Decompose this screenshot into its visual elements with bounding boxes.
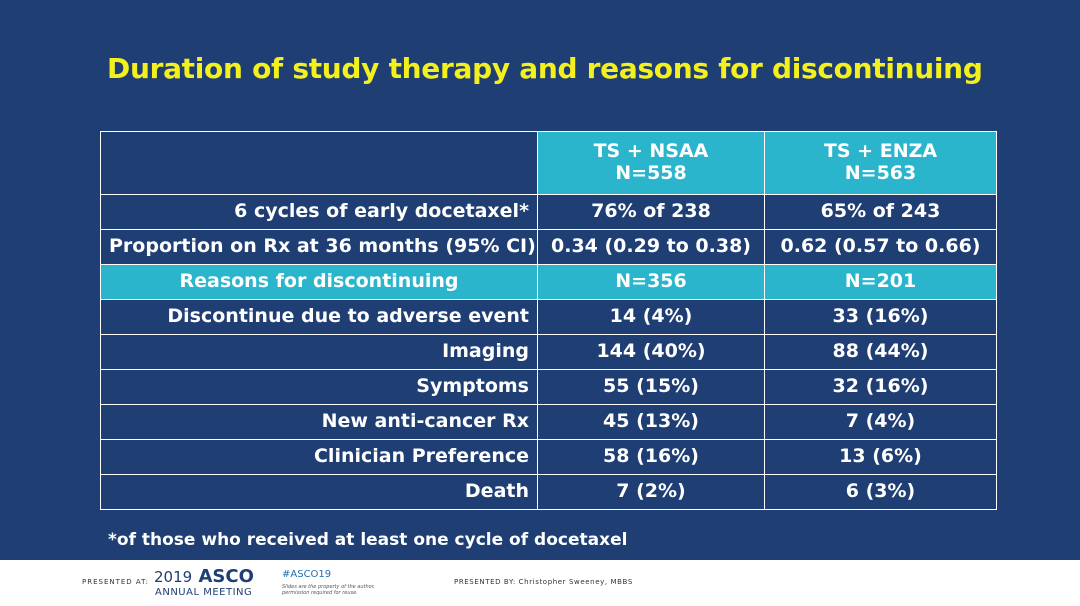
row-value-enza: 88 (44%) [764,334,997,370]
row-label: Imaging [100,334,538,370]
row-label: Clinician Preference [100,439,538,475]
row-value-nsaa: 144 (40%) [537,334,765,370]
header-empty-cell [100,131,538,195]
row-value-enza: 0.62 (0.57 to 0.66) [764,229,997,265]
header-ts-enza: TS + ENZA N=563 [764,131,997,195]
table-row: 6 cycles of early docetaxel* 76% of 238 … [100,194,997,230]
hashtag: #ASCO19 [282,569,332,580]
asco-year: 2019 [154,568,193,586]
row-value-nsaa: 76% of 238 [537,194,765,230]
row-value-nsaa: 7 (2%) [537,474,765,510]
table-row: Clinician Preference 58 (16%) 13 (6%) [100,439,997,475]
row-value-nsaa: 0.34 (0.29 to 0.38) [537,229,765,265]
row-value-nsaa: 58 (16%) [537,439,765,475]
table-row: New anti-cancer Rx 45 (13%) 7 (4%) [100,404,997,440]
row-label: Proportion on Rx at 36 months (95% CI) [100,229,538,265]
slide-title: Duration of study therapy and reasons fo… [107,52,983,85]
row-label: Death [100,474,538,510]
asco-wordmark: ASCO [198,566,254,587]
asco-logo: 2019 ASCO [154,566,254,587]
row-value-enza: 13 (6%) [764,439,997,475]
row-value-enza: 7 (4%) [764,404,997,440]
row-value-enza: 6 (3%) [764,474,997,510]
row-value-nsaa: 45 (13%) [537,404,765,440]
presented-at-label: PRESENTED AT: [82,578,150,586]
table-row: Symptoms 55 (15%) 32 (16%) [100,369,997,405]
asco-meeting-label: ANNUAL MEETING [155,587,253,598]
table-header-row: TS + NSAA N=558 TS + ENZA N=563 [100,131,997,195]
table-row: Proportion on Rx at 36 months (95% CI) 0… [100,229,997,265]
header-ts-enza-n: N=563 [844,162,917,184]
row-label: Symptoms [100,369,538,405]
section-label: Reasons for discontinuing [100,264,538,300]
disclaimer: Slides are the property of the author, p… [282,584,375,596]
row-label: Discontinue due to adverse event [100,299,538,335]
table-row: Discontinue due to adverse event 14 (4%)… [100,299,997,335]
row-value-nsaa: 55 (15%) [537,369,765,405]
header-ts-nsaa-label: TS + NSAA [593,140,709,163]
row-value-enza: N=201 [764,264,997,300]
header-ts-nsaa: TS + NSAA N=558 [537,131,765,195]
table-row: Imaging 144 (40%) 88 (44%) [100,334,997,370]
row-label: 6 cycles of early docetaxel* [100,194,538,230]
row-label: New anti-cancer Rx [100,404,538,440]
slide: Duration of study therapy and reasons fo… [0,0,1080,560]
row-value-enza: 65% of 243 [764,194,997,230]
row-value-nsaa: 14 (4%) [537,299,765,335]
presented-by: PRESENTED BY: Christopher Sweeney, MBBS [454,578,633,586]
row-value-nsaa: N=356 [537,264,765,300]
table-section-row: Reasons for discontinuing N=356 N=201 [100,264,997,300]
row-value-enza: 33 (16%) [764,299,997,335]
row-value-enza: 32 (16%) [764,369,997,405]
header-ts-nsaa-n: N=558 [615,162,687,184]
header-ts-enza-label: TS + ENZA [823,140,938,163]
results-table: TS + NSAA N=558 TS + ENZA N=563 6 cycles… [100,131,997,510]
footnote: *of those who received at least one cycl… [108,530,628,550]
table-row: Death 7 (2%) 6 (3%) [100,474,997,510]
footer-bar: PRESENTED AT: 2019 ASCO ANNUAL MEETING #… [0,560,1080,606]
